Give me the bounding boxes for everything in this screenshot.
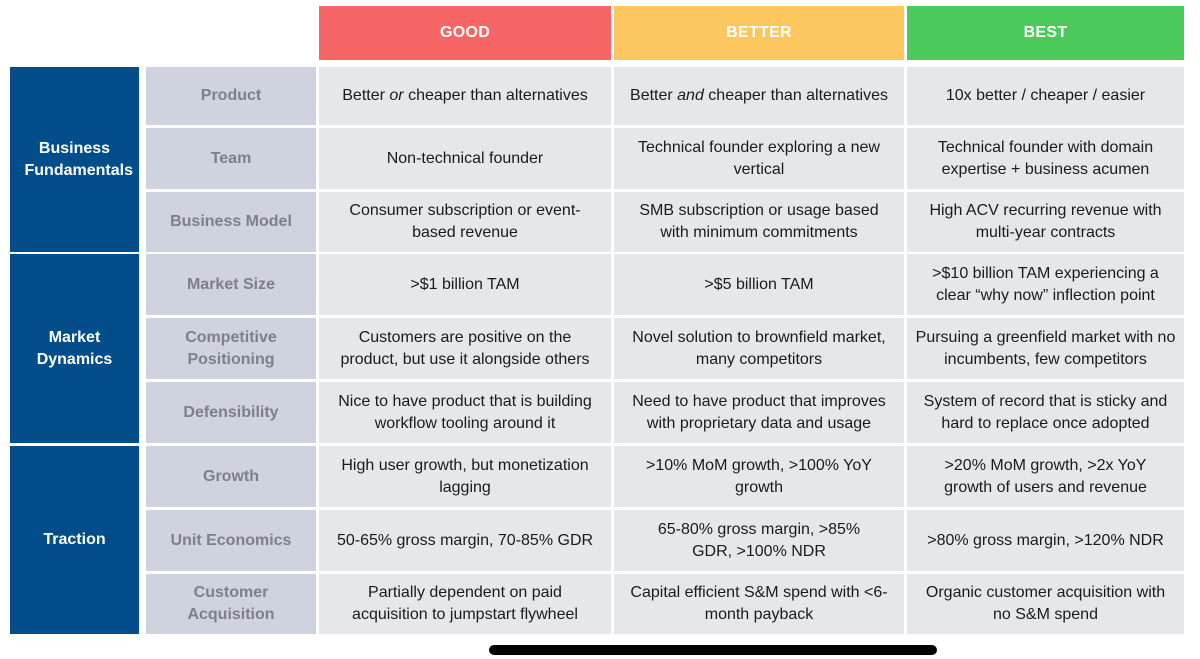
cell-text: Better or cheaper than alternatives — [342, 87, 588, 104]
cell-competitive-positioning-better: Novel solution to brownfield market, man… — [614, 318, 904, 379]
cell-team-better: Technical founder exploring a new vertic… — [614, 128, 904, 189]
cell-unit-economics-best: >80% gross margin, >120% NDR — [907, 510, 1184, 571]
cell-defensibility-better: Need to have product that improves with … — [614, 382, 904, 443]
cell-unit-economics-better: 65-80% gross margin, >85% GDR, >100% NDR — [614, 510, 904, 571]
cell-competitive-positioning-best: Pursuing a greenfield market with no inc… — [907, 318, 1184, 379]
row-label-defensibility: Defensibility — [146, 382, 316, 443]
cell-market-size-better: >$5 billion TAM — [614, 254, 904, 315]
cell-business-model-best: High ACV recurring revenue with multi-ye… — [907, 192, 1184, 252]
row-label-unit-economics: Unit Economics — [146, 510, 316, 571]
group-label: Market Dynamics — [36, 328, 113, 368]
cell-team-best: Technical founder with domain expertise … — [907, 128, 1184, 189]
header-good: GOOD — [319, 6, 611, 60]
cell-growth-best: >20% MoM growth, >2x YoY growth of users… — [907, 446, 1184, 507]
row-label-product: Product — [146, 67, 316, 125]
cell-defensibility-best: System of record that is sticky and hard… — [907, 382, 1184, 443]
cell-defensibility-good: Nice to have product that is building wo… — [319, 382, 611, 443]
cell-unit-economics-good: 50-65% gross margin, 70-85% GDR — [319, 510, 611, 571]
row-label-customer-acquisition: Customer Acquisition — [146, 574, 316, 634]
row-label-team: Team — [146, 128, 316, 189]
row-label-market-size: Market Size — [146, 254, 316, 315]
cell-customer-acquisition-best: Organic customer acquisition with no S&M… — [907, 574, 1184, 634]
cell-competitive-positioning-good: Customers are positive on the product, b… — [319, 318, 611, 379]
group-market-dynamics: Market Dynamics — [10, 254, 139, 443]
row-label-text: Customer Acquisition — [187, 584, 275, 623]
header-better: BETTER — [614, 6, 904, 60]
cell-market-size-best: >$10 billion TAM experiencing a clear “w… — [907, 254, 1184, 315]
group-label: Traction — [43, 531, 106, 548]
home-indicator-bar[interactable] — [489, 645, 937, 655]
group-business-fundamentals: Business Fundamentals — [10, 67, 139, 252]
cell-business-model-good: Consumer subscription or event-based rev… — [319, 192, 611, 252]
row-label-text: Competitive Positioning — [185, 328, 277, 368]
cell-growth-better: >10% MoM growth, >100% YoY growth — [614, 446, 904, 507]
cell-team-good: Non-technical founder — [319, 128, 611, 189]
cell-product-best: 10x better / cheaper / easier — [907, 67, 1184, 125]
cell-product-good: Better or cheaper than alternatives — [319, 67, 611, 125]
cell-business-model-better: SMB subscription or usage based with min… — [614, 192, 904, 252]
cell-text: Better and cheaper than alternatives — [630, 87, 888, 104]
cell-market-size-good: >$1 billion TAM — [319, 254, 611, 315]
header-best: BEST — [907, 6, 1184, 60]
row-label-business-model: Business Model — [146, 192, 316, 252]
row-label-growth: Growth — [146, 446, 316, 507]
cell-product-better: Better and cheaper than alternatives — [614, 67, 904, 125]
group-label: Business Fundamentals — [24, 139, 133, 179]
row-label-competitive-positioning: Competitive Positioning — [146, 318, 316, 379]
cell-customer-acquisition-good: Partially dependent on paid acquisition … — [319, 574, 611, 634]
cell-growth-good: High user growth, but monetization laggi… — [319, 446, 611, 507]
group-traction: Traction — [10, 446, 139, 634]
cell-customer-acquisition-better: Capital efficient S&M spend with <6-mont… — [614, 574, 904, 634]
